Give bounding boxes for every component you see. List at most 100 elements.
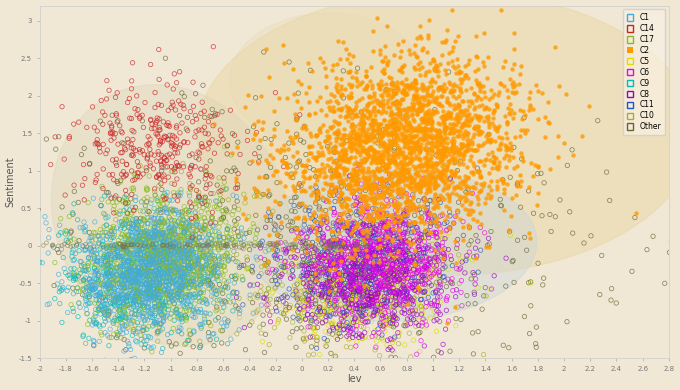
C2 <box>375 140 386 147</box>
C9 <box>118 246 129 253</box>
C2 <box>352 129 362 136</box>
C10 <box>324 246 335 252</box>
C2 <box>269 126 279 133</box>
C1 <box>198 243 209 249</box>
C9 <box>124 301 135 308</box>
C1 <box>156 305 167 311</box>
C2 <box>482 136 493 142</box>
C1 <box>129 314 140 321</box>
C11 <box>278 264 289 271</box>
C2 <box>437 177 448 184</box>
Other <box>369 181 379 187</box>
C2 <box>341 103 352 109</box>
C9 <box>135 239 146 245</box>
C1 <box>121 266 132 272</box>
C1 <box>154 275 165 281</box>
C1 <box>179 228 190 234</box>
C10 <box>328 222 339 229</box>
C17 <box>122 249 133 255</box>
C1 <box>160 282 171 288</box>
C5 <box>360 334 371 340</box>
C17 <box>105 244 116 250</box>
C8 <box>387 246 398 252</box>
C1 <box>148 268 159 274</box>
C10 <box>348 288 359 294</box>
C2 <box>396 79 407 85</box>
Other <box>528 210 539 216</box>
Other <box>280 307 291 313</box>
C5 <box>371 298 381 304</box>
C11 <box>355 219 366 225</box>
C8 <box>400 286 411 292</box>
C9 <box>95 289 105 296</box>
C6 <box>353 161 364 168</box>
C10 <box>348 286 359 292</box>
C17 <box>97 229 108 235</box>
C2 <box>456 69 466 75</box>
C2 <box>460 72 471 78</box>
C2 <box>314 124 325 131</box>
C8 <box>424 234 435 241</box>
C8 <box>400 229 411 236</box>
C14 <box>114 122 125 129</box>
C2 <box>356 79 367 85</box>
C1 <box>124 258 135 264</box>
C2 <box>487 165 498 171</box>
C2 <box>403 140 413 147</box>
Other <box>310 174 321 180</box>
C2 <box>366 186 377 192</box>
C17 <box>191 215 202 221</box>
C2 <box>359 139 370 145</box>
C2 <box>376 78 387 84</box>
Point <box>324 242 335 248</box>
C2 <box>396 168 407 175</box>
C14 <box>141 156 152 162</box>
C11 <box>247 263 258 269</box>
C11 <box>418 275 429 281</box>
C2 <box>489 160 500 167</box>
C6 <box>378 235 389 241</box>
C1 <box>184 266 195 272</box>
C17 <box>242 243 253 249</box>
C2 <box>441 146 452 152</box>
C6 <box>375 286 386 292</box>
C8 <box>436 288 447 294</box>
C1 <box>122 277 133 284</box>
C6 <box>405 175 416 181</box>
C1 <box>190 314 201 320</box>
C2 <box>397 124 408 130</box>
C17 <box>132 242 143 248</box>
C1 <box>142 271 153 277</box>
C5 <box>432 296 443 303</box>
C10 <box>284 269 295 275</box>
C1 <box>86 282 97 288</box>
C5 <box>343 318 354 324</box>
Other <box>398 211 409 217</box>
C8 <box>380 273 391 280</box>
C6 <box>375 187 386 193</box>
C9 <box>137 297 148 303</box>
C14 <box>141 142 152 148</box>
C8 <box>276 294 287 301</box>
C2 <box>472 131 483 138</box>
C1 <box>165 259 176 265</box>
C14 <box>194 194 205 200</box>
C17 <box>61 227 71 234</box>
C2 <box>422 131 433 138</box>
C1 <box>175 284 186 291</box>
C11 <box>270 269 281 275</box>
C8 <box>401 290 412 296</box>
C1 <box>213 253 224 259</box>
C6 <box>458 218 469 225</box>
C9 <box>148 285 158 291</box>
C17 <box>139 228 150 234</box>
C17 <box>121 323 132 329</box>
C1 <box>122 270 133 276</box>
C6 <box>470 276 481 282</box>
C8 <box>420 281 430 287</box>
C8 <box>419 272 430 278</box>
C1 <box>166 251 177 257</box>
C17 <box>142 278 153 285</box>
C2 <box>509 61 520 67</box>
C5 <box>349 298 360 304</box>
